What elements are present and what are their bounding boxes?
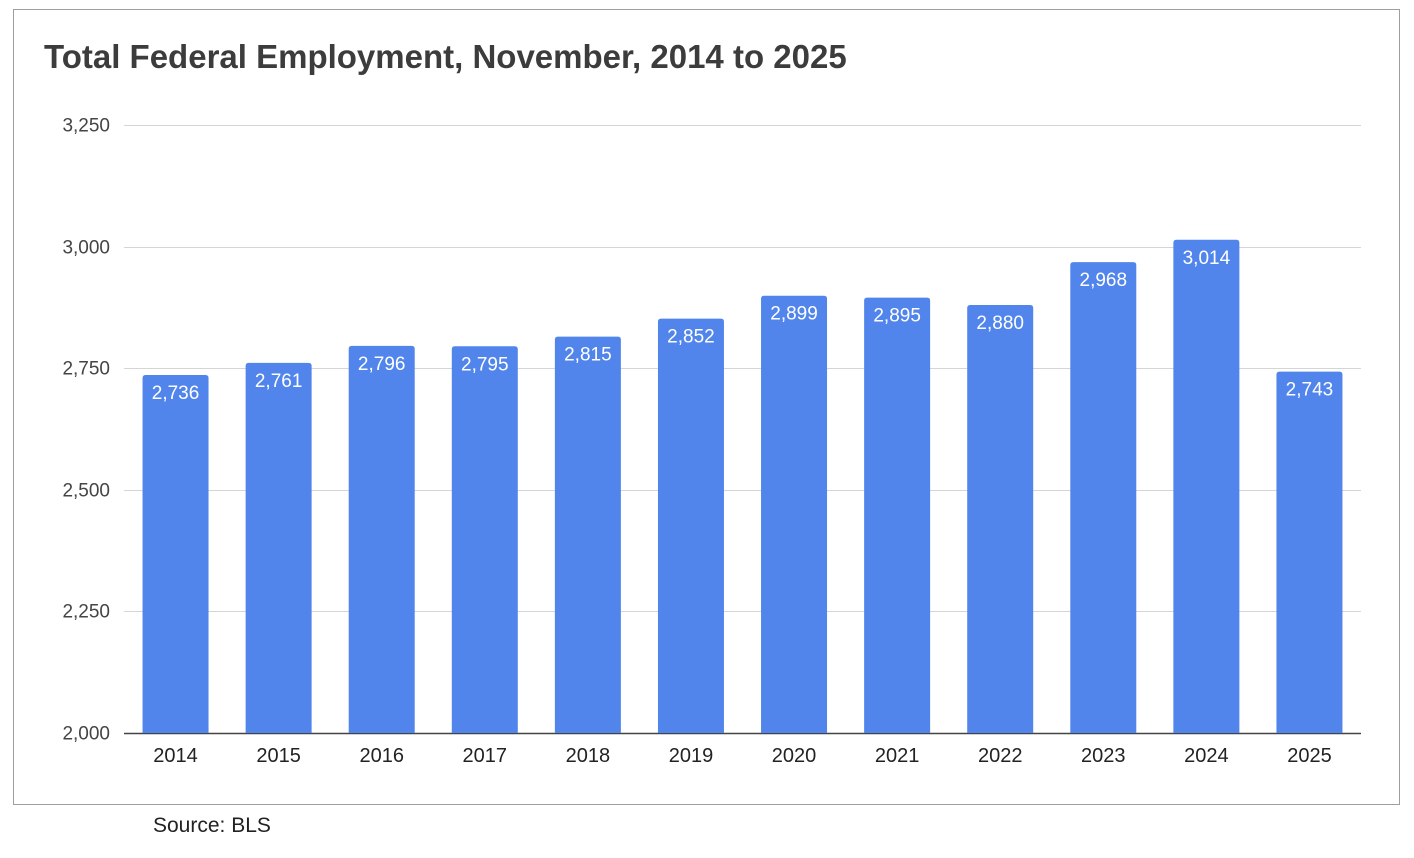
y-tick-label: 3,000 [62, 238, 110, 259]
bar-value-label: 2,743 [1286, 380, 1334, 401]
x-tick-label: 2015 [256, 745, 301, 767]
x-tick-label: 2017 [463, 745, 508, 767]
y-axis-tick-labels: 2,000 2,250 2,500 2,750 3,000 3,250 [62, 116, 110, 745]
bar-value-label: 2,895 [873, 306, 921, 327]
bar-value-label: 2,899 [770, 304, 818, 325]
y-tick-label: 3,250 [62, 116, 110, 137]
y-tick-label: 2,250 [62, 602, 110, 623]
x-tick-label: 2025 [1287, 745, 1332, 767]
y-tick-label: 2,000 [62, 724, 110, 745]
bar-2014 [142, 375, 209, 733]
bar-value-labels: 2,736 2,761 2,796 2,795 2,815 2,852 2,899 2,895… [152, 248, 1333, 404]
bar-value-label: 2,736 [152, 383, 200, 404]
bar-2025 [1276, 371, 1343, 733]
bar-2023 [1070, 262, 1137, 733]
x-tick-label: 2018 [566, 745, 611, 767]
chart-title: Total Federal Employment, November, 2014… [44, 38, 847, 75]
source-note: Source: BLS [153, 814, 271, 837]
bar-value-label: 2,761 [255, 371, 303, 392]
y-tick-label: 2,750 [62, 359, 110, 380]
bar-value-label: 2,852 [667, 327, 715, 348]
gridlines [124, 125, 1361, 735]
bars [142, 239, 1343, 733]
x-tick-label: 2014 [153, 745, 198, 767]
x-tick-label: 2024 [1184, 745, 1229, 767]
x-tick-label: 2016 [359, 745, 404, 767]
x-axis-tick-labels: 2014 2015 2016 2017 2018 2019 2020 2021 2022 2023… [153, 745, 1331, 767]
bar-value-label: 3,014 [1183, 248, 1231, 269]
bar-2019 [657, 318, 724, 733]
bar-2015 [245, 362, 312, 733]
bar-value-label: 2,795 [461, 354, 509, 375]
x-tick-label: 2020 [772, 745, 817, 767]
bar-2020 [761, 295, 828, 733]
y-tick-label: 2,500 [62, 481, 110, 502]
bar-2022 [967, 304, 1034, 733]
bar-2017 [451, 346, 518, 733]
x-tick-label: 2019 [669, 745, 714, 767]
bar-2016 [348, 345, 415, 733]
bar-value-label: 2,968 [1080, 270, 1128, 291]
bar-2018 [554, 336, 621, 733]
x-tick-label: 2023 [1081, 745, 1126, 767]
bar-value-label: 2,880 [976, 313, 1024, 334]
bar-2021 [864, 297, 931, 733]
x-tick-label: 2021 [875, 745, 920, 767]
x-tick-label: 2022 [978, 745, 1023, 767]
bar-2024 [1173, 239, 1240, 733]
bar-value-label: 2,796 [358, 354, 406, 375]
bar-value-label: 2,815 [564, 345, 612, 366]
